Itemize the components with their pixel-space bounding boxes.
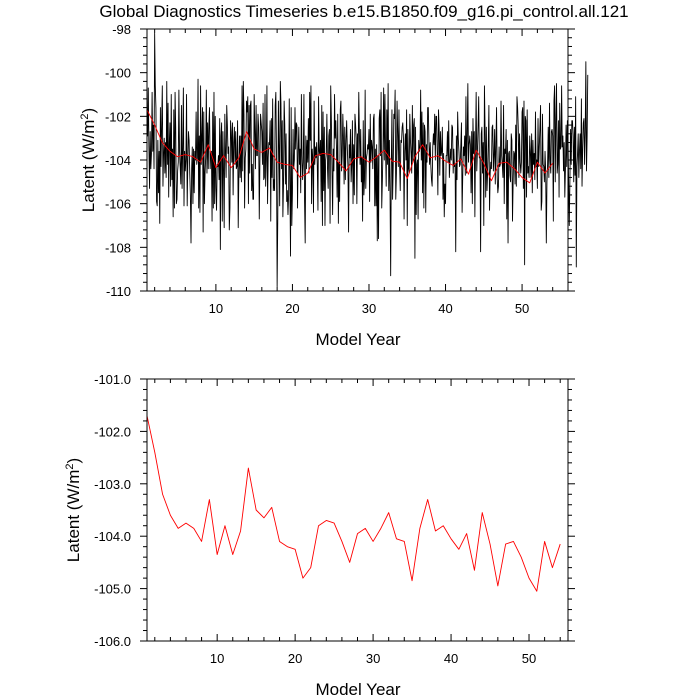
y-tick-label: -110 bbox=[106, 284, 131, 299]
y-tick-label: -105.0 bbox=[94, 582, 131, 597]
panel-monthly-xlabel: Model Year bbox=[315, 330, 400, 349]
panel-monthly-series bbox=[146, 32, 589, 288]
y-tick-label: -100 bbox=[105, 66, 131, 81]
y-tick-label: -98 bbox=[112, 22, 131, 37]
y-tick-label: -106 bbox=[105, 197, 131, 212]
x-tick-label: 30 bbox=[362, 301, 376, 316]
y-tick-label: -108 bbox=[105, 240, 131, 255]
x-tick-label: 30 bbox=[366, 651, 380, 666]
y-tick-label: -102 bbox=[105, 109, 131, 124]
x-tick-label: 50 bbox=[522, 651, 536, 666]
panel-monthly-frame bbox=[146, 28, 569, 292]
y-tick-label: -104 bbox=[105, 153, 131, 168]
panel-annual-frame bbox=[146, 378, 569, 642]
panel-annual-series bbox=[146, 415, 561, 592]
y-tick-label: -104.0 bbox=[94, 529, 131, 544]
y-tick-label: -103.0 bbox=[94, 477, 131, 492]
x-tick-label: 20 bbox=[285, 301, 299, 316]
x-tick-label: 50 bbox=[515, 301, 529, 316]
x-tick-label: 40 bbox=[438, 301, 452, 316]
panel-annual-xlabel: Model Year bbox=[315, 680, 400, 699]
x-tick-label: 40 bbox=[444, 651, 458, 666]
chart-title: Global Diagnostics Timeseries b.e15.B185… bbox=[99, 2, 628, 21]
panel-monthly: 10 20 30 40 50 -98 -100 -102 -104 -106 -108 -110 Mo… bbox=[79, 22, 589, 349]
annual-mean-line bbox=[146, 109, 554, 184]
annual-mean-line bbox=[146, 415, 561, 592]
x-tick-label: 10 bbox=[210, 651, 224, 666]
x-tick-label: 10 bbox=[209, 301, 223, 316]
panel-monthly-ylabel: Latent (W/m2) bbox=[79, 108, 98, 212]
panel-annual-ticks bbox=[140, 378, 575, 642]
panel-monthly-ticks bbox=[140, 28, 575, 292]
panel-monthly-tick-labels: 10 20 30 40 50 -98 -100 -102 -104 -106 -108 -110 bbox=[105, 22, 529, 316]
x-tick-label: 20 bbox=[288, 651, 302, 666]
panel-annual-ylabel: Latent (W/m2) bbox=[64, 458, 83, 562]
y-tick-label: -106.0 bbox=[94, 634, 131, 649]
y-tick-label: -102.0 bbox=[94, 424, 131, 439]
monthly-line bbox=[146, 32, 589, 288]
y-tick-label: -101.0 bbox=[94, 372, 131, 387]
panel-annual-tick-labels: 10 20 30 40 50 -101.0 -102.0 -103.0 -104.0 -105.0… bbox=[94, 372, 536, 666]
panel-annual: 10 20 30 40 50 -101.0 -102.0 -103.0 -104.0 -105.0… bbox=[64, 372, 575, 699]
